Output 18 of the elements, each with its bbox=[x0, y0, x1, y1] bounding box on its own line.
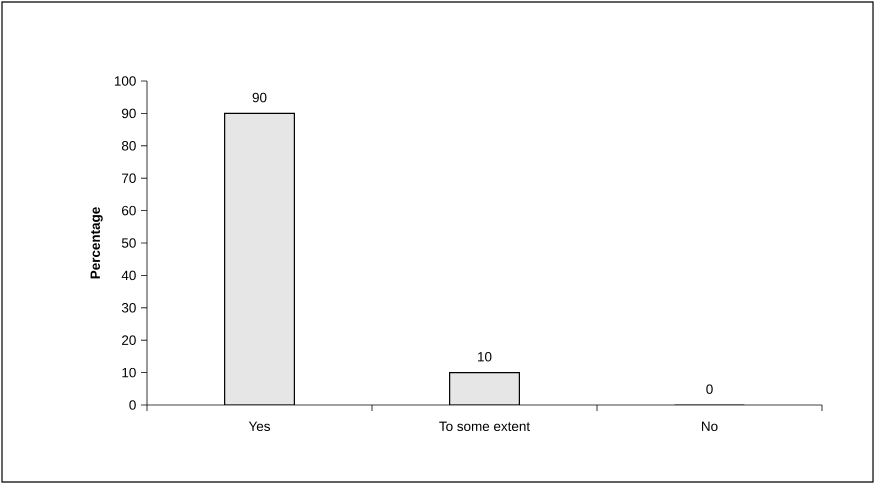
y-tick-label: 40 bbox=[122, 270, 136, 280]
data-label: 90 bbox=[252, 92, 266, 102]
y-tick-label: 50 bbox=[122, 238, 136, 248]
x-tick-label: Yes bbox=[248, 422, 270, 432]
x-tick-label: To some extent bbox=[439, 422, 530, 432]
y-tick-label: 60 bbox=[122, 206, 136, 216]
x-tick-label: No bbox=[702, 422, 718, 432]
y-axis-title: Percentage bbox=[90, 207, 103, 278]
data-label: 0 bbox=[706, 384, 713, 394]
y-tick-label: 90 bbox=[122, 108, 136, 118]
y-tick-label: 70 bbox=[122, 173, 136, 183]
y-tick-label: 0 bbox=[129, 400, 136, 410]
y-tick-label: 20 bbox=[122, 335, 136, 345]
data-label: 10 bbox=[478, 352, 492, 362]
y-tick-label: 10 bbox=[122, 368, 136, 378]
y-tick-label: 100 bbox=[114, 76, 136, 86]
y-tick-label: 80 bbox=[122, 141, 136, 151]
y-tick-label: 30 bbox=[122, 303, 136, 313]
